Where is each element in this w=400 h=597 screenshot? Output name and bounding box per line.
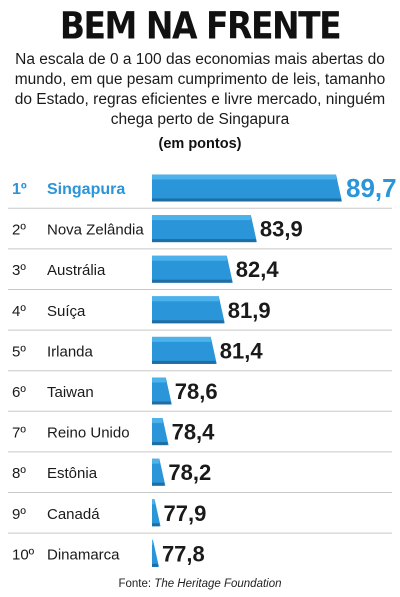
category-label: Irlanda (47, 343, 94, 360)
chart-title: BEM NA FRENTE (59, 4, 342, 48)
value-label: 77,8 (162, 541, 205, 566)
bar (152, 377, 172, 405)
bar-shadow (152, 442, 168, 446)
value-label: 78,2 (168, 460, 211, 485)
bar (152, 174, 342, 202)
bar-highlight (152, 336, 211, 342)
value-label: 78,4 (172, 420, 216, 445)
rank-label: 2º (12, 222, 26, 239)
rank-label: 3º (12, 262, 26, 279)
category-label: Taiwan (47, 384, 94, 401)
bar-chart: 1º Singapura 89,7 2º Nova Zelândia 83,9 3º Aust… (8, 173, 397, 567)
bar-shadow (152, 482, 165, 486)
bar-shadow (152, 239, 256, 243)
bar (152, 255, 233, 283)
unit-label: (em pontos) (158, 136, 242, 152)
source-note: Fonte: The Heritage Foundation (0, 578, 400, 590)
category-label: Austrália (47, 262, 106, 279)
value-label: 77,9 (164, 501, 207, 526)
bar-shadow (152, 198, 341, 202)
rank-label: 4º (12, 303, 26, 320)
bar-highlight (152, 377, 166, 383)
bar-shadow (152, 360, 216, 364)
category-label: Singapura (47, 181, 125, 198)
value-label: 81,4 (220, 338, 264, 363)
bar-highlight (152, 458, 160, 464)
bar-shadow (152, 320, 224, 324)
bar-shadow (152, 279, 232, 283)
category-label: Dinamarca (47, 546, 120, 563)
rank-label: 1º (12, 181, 27, 198)
bar-highlight (152, 255, 227, 261)
bar-shadow (152, 401, 171, 405)
bar-highlight (152, 418, 163, 424)
value-label: 83,9 (260, 217, 303, 242)
source-prefix: Fonte: (118, 578, 155, 590)
source-name: The Heritage Foundation (154, 578, 282, 590)
category-label: Estônia (47, 465, 98, 482)
bar-highlight (152, 499, 155, 505)
bar (152, 499, 161, 527)
bar (152, 215, 257, 243)
value-label: 78,6 (175, 379, 218, 404)
value-label: 81,9 (228, 298, 271, 323)
rank-label: 8º (12, 465, 26, 482)
rank-label: 7º (12, 425, 26, 442)
value-label: 82,4 (236, 257, 280, 282)
bar (152, 336, 217, 364)
bar (152, 296, 225, 324)
bar-shadow (152, 523, 160, 527)
bar-highlight (152, 539, 153, 545)
bar (152, 418, 169, 446)
category-label: Suíça (47, 303, 86, 320)
rank-label: 5º (12, 343, 26, 360)
category-label: Nova Zelândia (47, 222, 144, 239)
rank-label: 10º (12, 546, 35, 563)
category-label: Reino Unido (47, 425, 130, 442)
bar-highlight (152, 296, 219, 302)
chart-subtitle: Na escala de 0 a 100 das economias mais … (14, 51, 386, 128)
category-label: Canadá (47, 506, 100, 523)
value-label: 89,7 (346, 173, 397, 203)
bar-shadow (152, 563, 158, 567)
bar (152, 458, 166, 486)
bar-highlight (152, 174, 336, 180)
rank-label: 9º (12, 506, 26, 523)
bar-highlight (152, 215, 251, 221)
bar (152, 539, 159, 567)
rank-label: 6º (12, 384, 26, 401)
